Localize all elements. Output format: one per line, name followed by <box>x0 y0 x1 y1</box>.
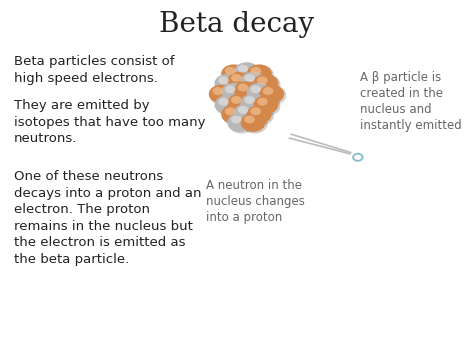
Text: One of these neutrons
decays into a proton and an
electron. The proton
remains i: One of these neutrons decays into a prot… <box>14 170 202 266</box>
Circle shape <box>214 74 240 93</box>
Circle shape <box>221 83 246 102</box>
Circle shape <box>255 75 280 94</box>
Circle shape <box>228 72 254 92</box>
Circle shape <box>231 115 242 124</box>
Circle shape <box>246 65 272 83</box>
Circle shape <box>242 72 267 92</box>
Circle shape <box>237 83 248 92</box>
Circle shape <box>231 74 242 82</box>
Circle shape <box>246 105 272 124</box>
Circle shape <box>240 72 265 90</box>
Circle shape <box>263 87 273 95</box>
Circle shape <box>250 67 261 75</box>
Circle shape <box>221 105 246 124</box>
Text: A neutron in the
nucleus changes
into a proton: A neutron in the nucleus changes into a … <box>206 179 305 224</box>
Circle shape <box>228 94 254 114</box>
Circle shape <box>209 85 234 104</box>
Circle shape <box>222 84 247 103</box>
Circle shape <box>218 98 229 106</box>
Circle shape <box>237 65 248 73</box>
Circle shape <box>225 67 236 75</box>
Circle shape <box>216 97 241 115</box>
Circle shape <box>222 106 247 125</box>
Circle shape <box>235 82 261 101</box>
Circle shape <box>248 84 273 103</box>
Circle shape <box>235 104 261 124</box>
Circle shape <box>222 66 247 84</box>
Circle shape <box>216 75 241 94</box>
Circle shape <box>244 74 255 82</box>
Circle shape <box>255 97 280 115</box>
Circle shape <box>218 76 229 84</box>
Circle shape <box>234 62 259 81</box>
Circle shape <box>259 85 284 104</box>
Circle shape <box>227 93 252 112</box>
Circle shape <box>227 113 252 132</box>
Circle shape <box>227 72 252 90</box>
Circle shape <box>214 95 240 114</box>
Circle shape <box>244 115 255 124</box>
Circle shape <box>248 66 273 84</box>
Circle shape <box>228 114 254 133</box>
Circle shape <box>261 86 285 104</box>
Circle shape <box>210 86 235 104</box>
Circle shape <box>225 85 236 93</box>
Circle shape <box>240 93 265 112</box>
Circle shape <box>234 81 259 100</box>
Circle shape <box>235 64 261 82</box>
Circle shape <box>221 65 246 83</box>
Circle shape <box>250 107 261 115</box>
Circle shape <box>237 106 248 114</box>
Text: Beta particles consist of
high speed electrons.: Beta particles consist of high speed ele… <box>14 55 175 84</box>
Circle shape <box>212 87 223 95</box>
Circle shape <box>257 98 268 106</box>
Circle shape <box>244 96 255 104</box>
Circle shape <box>234 104 259 122</box>
Circle shape <box>242 94 267 114</box>
Circle shape <box>246 83 272 102</box>
Text: Beta decay: Beta decay <box>159 11 315 38</box>
Text: A β particle is
created in the
nucleus and
instantly emitted: A β particle is created in the nucleus a… <box>360 71 462 132</box>
Circle shape <box>231 96 242 104</box>
Circle shape <box>225 107 236 115</box>
Circle shape <box>254 95 279 114</box>
Text: They are emitted by
isotopes that have too many
neutrons.: They are emitted by isotopes that have t… <box>14 99 206 146</box>
Circle shape <box>242 114 267 133</box>
Circle shape <box>248 106 273 125</box>
Circle shape <box>240 113 265 132</box>
Circle shape <box>257 76 268 84</box>
Circle shape <box>250 85 261 93</box>
Circle shape <box>254 74 279 93</box>
